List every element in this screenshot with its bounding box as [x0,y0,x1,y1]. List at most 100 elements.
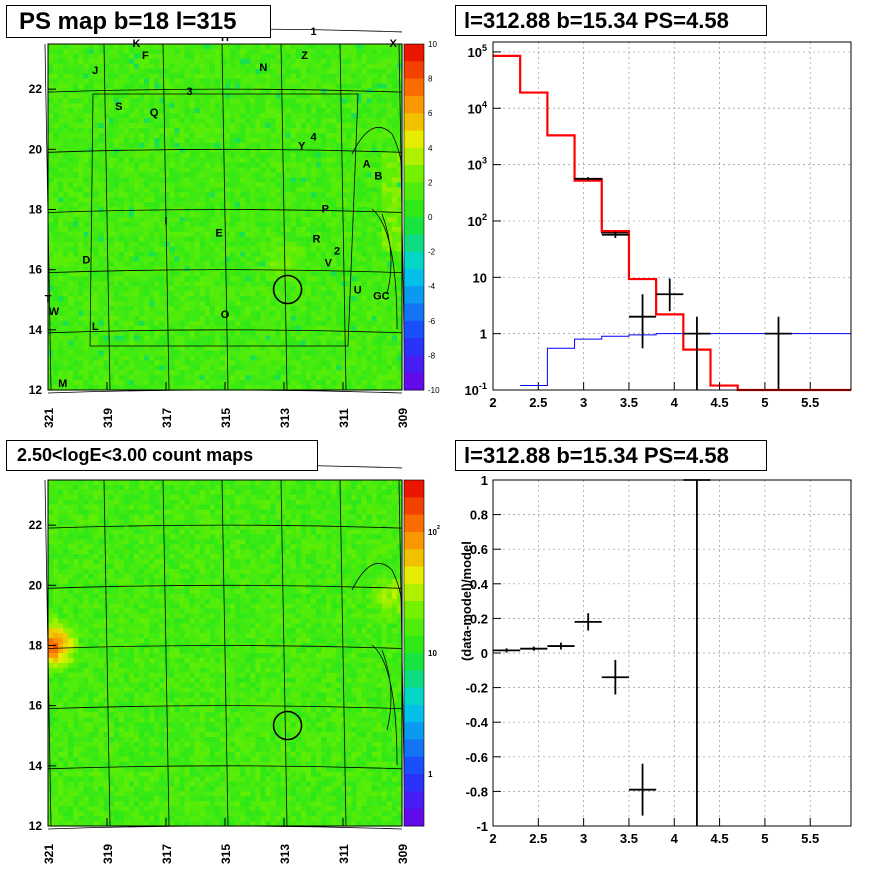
x-tick-label: 2 [489,831,496,846]
residual-grid [492,480,851,826]
y-tick-label: 1 [480,327,487,342]
x-tick-label: 4.5 [711,395,729,410]
source-label: B [374,170,382,182]
y-tick-label: -0.8 [466,784,488,799]
residual-point [628,763,657,816]
y-tick-label: 0 [481,646,488,661]
x-tick-label: 317 [160,408,174,428]
x-tick-label: 4 [671,831,679,846]
x-tick-label: 3.5 [620,395,638,410]
source-label: A [363,158,371,170]
x-tick-label: 2 [489,395,496,410]
source-label: GC [373,291,390,303]
y-tick-label: 14 [29,323,43,337]
x-tick-label: 311 [337,408,351,428]
colorbar-tick-label: 10 [428,40,437,49]
colorbar-tick-label: -6 [428,317,436,326]
x-tick-label: 315 [219,844,233,864]
colorbar-tick-label: -2 [428,248,436,257]
source-circle [272,274,303,305]
spectrum-series-2 [520,333,851,387]
y-tick-label: 1 [481,473,488,488]
spectrum-series-1 [493,54,851,392]
x-tick-label: 5.5 [801,395,819,410]
map-counts [48,480,403,827]
source-label: P [322,203,329,215]
data-point [601,231,629,238]
colorbar-tick-label: 102 [428,525,440,537]
y-tick-label: 18 [29,638,43,652]
y-tick-label: 0.6 [470,542,488,557]
spectrum-title: l=312.88 b=15.34 PS=4.58 [455,5,767,36]
y-tick-label: 0.8 [470,508,488,523]
source-label: 1 [310,26,316,38]
residual-point [574,613,602,631]
x-tick-label: 3 [580,395,587,410]
source-label: Z [301,50,308,62]
y-tick-label: 10 [473,270,487,285]
y-axis-label: (data-model)/model [459,541,474,661]
x-tick-label: 315 [219,408,233,428]
y-tick-label: 20 [29,142,43,156]
colorbar-tick-label: 1 [428,770,433,779]
x-tick-label: 3.5 [620,831,638,846]
y-tick-label: -0.6 [466,750,488,765]
source-label: 2 [334,246,340,258]
x-tick-label: 321 [42,408,56,428]
data-point [628,294,657,349]
colorbar-tick-label: 10 [428,649,437,658]
x-tick-label: 5 [761,831,768,846]
y-tick-label: 103 [467,156,487,173]
residual-point [547,642,575,650]
x-tick-label: 313 [278,844,292,864]
source-label: 4 [310,131,317,143]
colorbar-tick-label: 6 [428,109,433,118]
x-tick-label: 321 [42,844,56,864]
colorbar-tick-label: -4 [428,282,436,291]
data-point [764,316,793,390]
source-label: U [354,285,362,297]
source-label: 3 [187,86,193,98]
colorbar [403,43,425,391]
colorbar [403,479,425,827]
source-label: Q [150,107,159,119]
y-tick-label: 22 [29,518,43,532]
x-tick-label: 4 [671,395,679,410]
x-tick-label: 317 [160,844,174,864]
residual-title: l=312.88 b=15.34 PS=4.58 [455,440,767,471]
y-tick-label: 16 [29,263,43,277]
source-label: D [82,255,90,267]
x-tick-label: 4.5 [711,831,729,846]
x-tick-label: 5 [761,395,768,410]
source-label: S [115,101,122,113]
data-point [683,316,711,390]
data-point [574,177,602,181]
source-label: N [259,62,267,74]
spectrum-frame [492,41,852,391]
y-tick-label: 104 [467,99,487,116]
x-tick-label: 2.5 [529,831,547,846]
count-map-title: 2.50<logE<3.00 count maps [6,440,318,471]
residual-point [683,479,711,826]
colorbar-tick-label: -10 [428,386,440,395]
y-tick-label: 0.4 [470,577,489,592]
x-tick-label: 2.5 [529,395,547,410]
colorbar-tick-label: -8 [428,351,436,360]
y-tick-label: 12 [29,819,43,833]
source-label: R [312,234,320,246]
colorbar-tick-label: 0 [428,213,433,222]
source-label: L [92,321,99,333]
source-label: E [215,228,222,240]
y-tick-label: -0.4 [466,715,489,730]
x-tick-label: 313 [278,408,292,428]
data-point [656,278,684,312]
y-tick-label: 102 [467,212,487,229]
y-tick-label: 14 [29,759,43,773]
source-label: I [164,216,167,228]
y-tick-label: 0.2 [470,611,488,626]
y-tick-label: 16 [29,699,43,713]
residual-point [601,659,629,695]
colorbar-tick-label: 8 [428,75,433,84]
source-label: Y [298,140,306,152]
